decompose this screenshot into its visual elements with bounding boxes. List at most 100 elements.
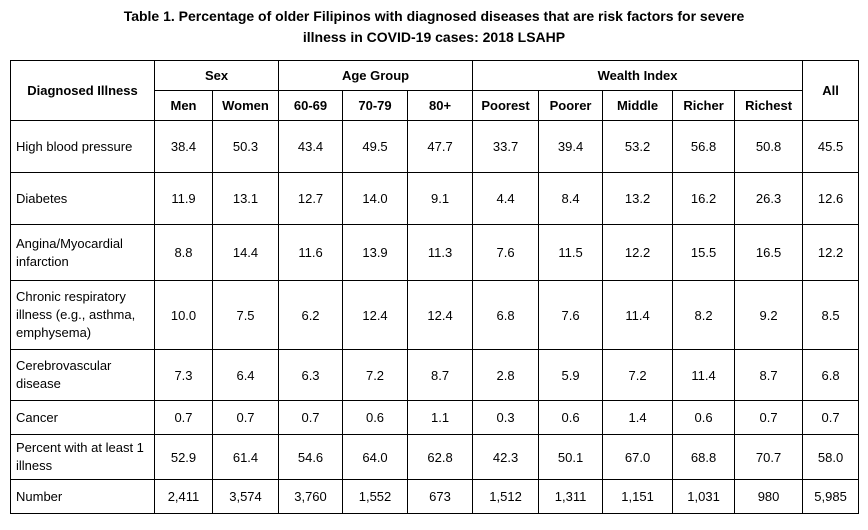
row-label: Cerebrovascular disease <box>10 349 155 401</box>
table-cell: 67.0 <box>602 434 674 480</box>
table-cell: 4.4 <box>472 172 540 225</box>
illness-table: Diagnosed Illness Sex Age Group Wealth I… <box>10 60 860 514</box>
table-cell: 49.5 <box>342 120 409 173</box>
table-cell: 7.5 <box>211 280 280 350</box>
table-cell: 16.5 <box>734 224 804 281</box>
table-cell: 12.4 <box>407 280 474 350</box>
table-row: Diabetes 11.9 13.1 12.7 14.0 9.1 4.4 8.4 13.2 16.… <box>10 172 860 225</box>
table-cell: 2.8 <box>472 349 540 401</box>
table-cell: 0.6 <box>672 400 736 435</box>
row-label: Cancer <box>10 400 155 435</box>
table-body: High blood pressure 38.4 50.3 43.4 49.5 47.7 3… <box>10 120 860 514</box>
table-cell: 7.6 <box>472 224 540 281</box>
table-cell: 12.4 <box>342 280 409 350</box>
row-label: Angina/Myocardial infarction <box>10 224 155 281</box>
table-cell: 0.6 <box>538 400 604 435</box>
table-cell: 7.6 <box>538 280 604 350</box>
table-cell: 47.7 <box>407 120 474 173</box>
table-cell: 6.3 <box>278 349 344 401</box>
table-title: Table 1. Percentage of older Filipinos w… <box>0 6 868 48</box>
table-cell: 1.4 <box>602 400 674 435</box>
table-cell: 26.3 <box>734 172 804 225</box>
table-cell: 12.7 <box>278 172 344 225</box>
header-row-subcolumns: Men Women 60-69 70-79 80+ Poorest Poorer… <box>11 90 859 121</box>
table-cell: 10.0 <box>154 280 213 350</box>
table-cell: 11.4 <box>602 280 674 350</box>
header-60-69: 60-69 <box>278 90 344 121</box>
table-cell: 3,760 <box>278 479 344 514</box>
table-cell: 0.7 <box>734 400 804 435</box>
table-cell: 2,411 <box>154 479 213 514</box>
header-80-plus: 80+ <box>407 90 474 121</box>
table-cell: 5,985 <box>802 479 860 514</box>
row-label: Percent with at least 1 illness <box>10 434 155 480</box>
table-cell: 11.6 <box>278 224 344 281</box>
header-middle: Middle <box>602 90 674 121</box>
header-group-age: Age Group <box>278 60 474 91</box>
table-cell: 1,031 <box>672 479 736 514</box>
table-cell: 0.7 <box>211 400 280 435</box>
table-cell: 5.9 <box>538 349 604 401</box>
header-richest: Richest <box>734 90 804 121</box>
table-cell: 15.5 <box>672 224 736 281</box>
table-cell: 1,151 <box>602 479 674 514</box>
header-70-79: 70-79 <box>342 90 409 121</box>
table-cell: 8.2 <box>672 280 736 350</box>
table-row: Angina/Myocardial infarction 8.8 14.4 11.6 1… <box>10 224 860 281</box>
table-cell: 14.4 <box>211 224 280 281</box>
table-cell: 39.4 <box>538 120 604 173</box>
table-row: Percent with at least 1 illness 52.9 61.4 5… <box>10 434 860 480</box>
table-cell: 1,512 <box>472 479 540 514</box>
table-cell: 54.6 <box>278 434 344 480</box>
header-diagnosed-illness: Diagnosed Illness <box>10 60 155 121</box>
table-cell: 6.4 <box>211 349 280 401</box>
table-cell: 7.2 <box>602 349 674 401</box>
table-cell: 13.1 <box>211 172 280 225</box>
table-cell: 45.5 <box>802 120 860 173</box>
table-cell: 673 <box>407 479 474 514</box>
table-cell: 0.3 <box>472 400 540 435</box>
header-group-sex: Sex <box>153 60 280 91</box>
table-cell: 62.8 <box>407 434 474 480</box>
table-cell: 0.7 <box>278 400 344 435</box>
table-cell: 6.2 <box>278 280 344 350</box>
table-cell: 70.7 <box>734 434 804 480</box>
header-group-wealth: Wealth Index <box>472 60 804 91</box>
header-row-groups: Diagnosed Illness Sex Age Group Wealth I… <box>10 60 860 121</box>
table-cell: 7.3 <box>154 349 213 401</box>
table-cell: 52.9 <box>154 434 213 480</box>
table-row: Cerebrovascular disease 7.3 6.4 6.3 7.2 8.7 2.… <box>10 349 860 401</box>
table-cell: 11.9 <box>154 172 213 225</box>
row-label: High blood pressure <box>10 120 155 173</box>
header-poorer: Poorer <box>538 90 604 121</box>
header-poorest: Poorest <box>472 90 540 121</box>
table-cell: 8.5 <box>802 280 860 350</box>
header-all: All <box>802 60 860 121</box>
table-cell: 0.6 <box>342 400 409 435</box>
row-label: Number <box>10 479 155 514</box>
table-cell: 6.8 <box>472 280 540 350</box>
table-cell: 8.7 <box>734 349 804 401</box>
table-cell: 12.2 <box>802 224 860 281</box>
table-cell: 0.7 <box>154 400 213 435</box>
table-row: Number 2,411 3,574 3,760 1,552 673 1,512 1,311 1… <box>10 479 860 514</box>
table-cell: 16.2 <box>672 172 736 225</box>
table-cell: 33.7 <box>472 120 540 173</box>
table-cell: 14.0 <box>342 172 409 225</box>
table-cell: 43.4 <box>278 120 344 173</box>
table-cell: 8.4 <box>538 172 604 225</box>
table-cell: 38.4 <box>154 120 213 173</box>
table-cell: 7.2 <box>342 349 409 401</box>
table-cell: 50.8 <box>734 120 804 173</box>
table-cell: 1,311 <box>538 479 604 514</box>
table-header: Diagnosed Illness Sex Age Group Wealth I… <box>10 60 860 121</box>
table-cell: 11.5 <box>538 224 604 281</box>
table-cell: 64.0 <box>342 434 409 480</box>
table-cell: 0.7 <box>802 400 860 435</box>
table-cell: 50.1 <box>538 434 604 480</box>
row-label: Diabetes <box>10 172 155 225</box>
header-men: Men <box>154 90 213 121</box>
table-cell: 1.1 <box>407 400 474 435</box>
table-cell: 53.2 <box>602 120 674 173</box>
table-row: Chronic respiratory illness (e.g., asthm… <box>10 280 860 350</box>
